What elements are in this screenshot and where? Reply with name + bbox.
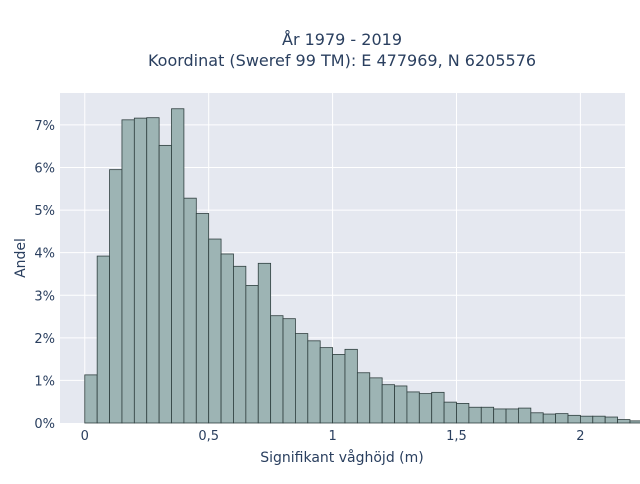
histogram-bar [84, 374, 98, 424]
histogram-bar [307, 340, 321, 424]
histogram-bar [579, 415, 594, 424]
y-tick-label: 5% [34, 204, 55, 219]
chart-title: År 1979 - 2019 [282, 30, 402, 49]
histogram-bar [567, 414, 581, 424]
histogram-bar [604, 416, 618, 424]
histogram-bar [406, 391, 420, 424]
histogram-bar [629, 420, 640, 424]
histogram-bar [505, 408, 519, 424]
histogram-bar [617, 419, 631, 424]
histogram-bar [530, 412, 544, 424]
histogram-bar [233, 265, 247, 424]
histogram-bar [431, 391, 445, 424]
histogram-bar [282, 318, 296, 424]
histogram-bar [295, 333, 309, 424]
y-tick-label: 3% [34, 289, 55, 304]
histogram-bar [369, 377, 383, 424]
histogram-bar [109, 169, 123, 424]
histogram-bar [220, 253, 234, 424]
histogram-bar [456, 403, 470, 424]
tick-labels: 0 0,5 1 1,5 2 0% 1% 2% 3% 4% 5% 6% 7% [34, 119, 584, 444]
histogram-bar [332, 354, 346, 424]
histogram-bar [121, 119, 135, 424]
y-tick-label: 7% [34, 119, 55, 134]
histogram-bar [394, 385, 408, 424]
histogram-bar [344, 348, 358, 424]
x-tick-label: 0,5 [198, 429, 219, 444]
histogram-bar [208, 238, 222, 424]
x-axis-label: Signifikant våghöjd (m) [260, 449, 423, 466]
histogram-bar [542, 413, 557, 424]
histogram-bar [270, 315, 284, 424]
histogram-bar [257, 262, 272, 424]
histogram-bar [555, 413, 569, 424]
x-tick-label: 2 [576, 429, 584, 444]
y-tick-label: 6% [34, 162, 55, 177]
histogram-bar [146, 117, 160, 424]
y-tick-label: 0% [34, 417, 55, 432]
chart-subtitle: Koordinat (Sweref 99 TM): E 477969, N 62… [148, 51, 536, 70]
y-tick-label: 4% [34, 247, 55, 262]
bars [84, 108, 640, 424]
histogram-bar [171, 108, 185, 424]
histogram-bar [158, 144, 172, 424]
histogram-bar [245, 285, 259, 424]
y-tick-label: 2% [34, 332, 55, 347]
histogram-bar [381, 384, 395, 424]
histogram-bar [96, 255, 110, 424]
histogram-bar [195, 213, 210, 424]
histogram-bar [443, 401, 457, 424]
y-tick-label: 1% [34, 374, 55, 389]
x-tick-label: 1 [328, 429, 336, 444]
histogram-bar [183, 197, 197, 424]
x-tick-label: 0 [81, 429, 89, 444]
histogram-bar [480, 406, 495, 424]
histogram-bar [518, 407, 532, 424]
histogram-bar [493, 408, 507, 424]
x-tick-label: 1,5 [446, 429, 467, 444]
histogram-bar [356, 372, 371, 424]
histogram-bar [133, 117, 148, 424]
histogram-bar [468, 406, 482, 424]
histogram-bar [418, 393, 433, 424]
y-axis-label: Andel [13, 238, 29, 278]
histogram-bar [319, 347, 333, 424]
histogram-bar [592, 415, 606, 424]
